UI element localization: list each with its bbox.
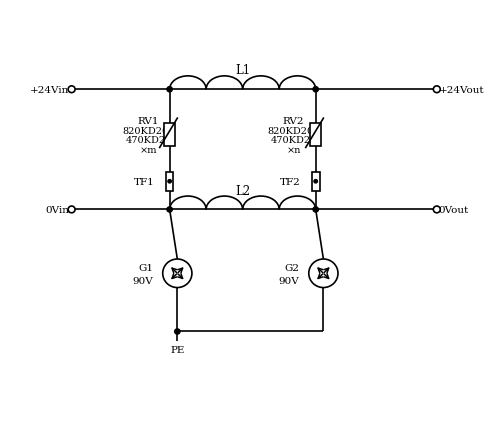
Text: RV1: RV1 — [138, 116, 159, 125]
Text: 0Vin: 0Vin — [46, 205, 69, 215]
Text: TF2: TF2 — [280, 177, 301, 186]
Text: +24Vin: +24Vin — [30, 85, 69, 95]
Text: ×n: ×n — [286, 145, 301, 155]
Circle shape — [309, 259, 338, 288]
Bar — [164, 124, 175, 147]
Text: L2: L2 — [235, 185, 250, 198]
Circle shape — [313, 207, 318, 212]
Text: 820KD20～: 820KD20～ — [123, 126, 175, 135]
Text: 0Vout: 0Vout — [439, 205, 469, 215]
Circle shape — [163, 259, 192, 288]
Text: L1: L1 — [235, 64, 250, 77]
Circle shape — [168, 180, 171, 184]
Text: 90V: 90V — [132, 276, 153, 285]
Circle shape — [434, 87, 440, 93]
Bar — [310, 124, 321, 147]
Text: 470KD20: 470KD20 — [125, 136, 172, 145]
Circle shape — [434, 207, 440, 213]
Circle shape — [68, 87, 75, 93]
Circle shape — [68, 207, 75, 213]
Circle shape — [313, 88, 318, 93]
Circle shape — [175, 329, 180, 334]
Text: 90V: 90V — [278, 276, 299, 285]
Text: ×m: ×m — [140, 145, 157, 155]
Text: PE: PE — [170, 345, 185, 354]
Circle shape — [314, 180, 317, 184]
Text: G1: G1 — [138, 264, 153, 272]
Bar — [312, 173, 319, 191]
Text: TF1: TF1 — [134, 177, 155, 186]
Text: 820KD20～: 820KD20～ — [267, 126, 319, 135]
Text: G2: G2 — [284, 264, 299, 272]
Text: RV2: RV2 — [283, 116, 304, 125]
Bar — [166, 173, 174, 191]
Circle shape — [167, 207, 172, 212]
Circle shape — [167, 88, 172, 93]
Text: 470KD20: 470KD20 — [270, 136, 316, 145]
Text: +24Vout: +24Vout — [439, 85, 484, 95]
